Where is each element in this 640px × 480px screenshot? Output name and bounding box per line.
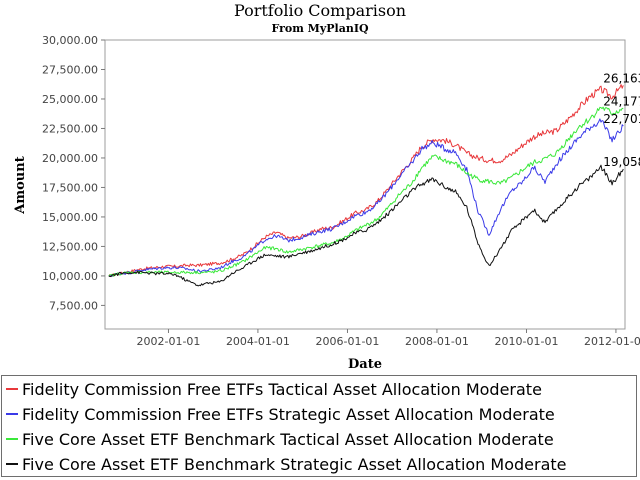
series-end-label-1: 26,163 [603,71,640,85]
y-tick-label: 25,000.00 [42,93,98,106]
y-tick-label: 27,500.00 [42,63,98,76]
y-tick-label: 30,000.00 [42,34,98,47]
y-tick-label: 7,500.00 [49,299,98,312]
series-end-label-4: 19,058 [603,155,640,169]
y-tick-label: 15,000.00 [42,211,98,224]
legend-item-five-core-strategic: Five Core Asset ETF Benchmark Strategic … [6,452,567,476]
legend-swatch-fidelity-strategic [6,413,18,415]
x-axis-label: Date [348,357,382,372]
legend-item-five-core-tactical: Five Core Asset ETF Benchmark Tactical A… [6,427,554,451]
legend-swatch-five-core-tactical [6,438,18,440]
legend-label-fidelity-strategic: Fidelity Commission Free ETFs Strategic … [22,404,555,424]
x-tick-label: 2010-01-01 [495,335,559,348]
y-tick-label: 12,500.00 [42,240,98,253]
y-tick-label: 17,500.00 [42,181,98,194]
legend-label-five-core-strategic: Five Core Asset ETF Benchmark Strategic … [22,454,567,474]
x-tick-label: 2002-01-01 [136,335,200,348]
series-layer [108,84,624,287]
series-line-4 [108,164,624,287]
y-axis: 7,500.00 10,000.00 12,500.00 15,000.00 17,50… [42,34,105,312]
end-labels: 26,163 22,701 24,177 19,058 [603,71,640,169]
y-tick-label: 20,000.00 [42,152,98,165]
series-end-label-3: 24,177 [603,95,640,109]
chart-subtitle: From MyPlanIQ [271,22,369,35]
x-tick-label: 2006-01-01 [316,335,380,348]
legend-item-fidelity-tactical: Fidelity Commission Free ETFs Tactical A… [6,377,542,401]
y-axis-label: Amount [13,156,28,214]
x-tick-label: 2008-01-01 [405,335,469,348]
legend-label-five-core-tactical: Five Core Asset ETF Benchmark Tactical A… [22,429,554,449]
y-tick-label: 10,000.00 [42,270,98,283]
series-line-3 [108,106,624,277]
chart-svg: Portfolio Comparison From MyPlanIQ 7,500… [13,1,640,372]
chart-title: Portfolio Comparison [234,1,406,20]
legend-label-fidelity-tactical: Fidelity Commission Free ETFs Tactical A… [22,379,542,399]
x-axis: 2002-01-01 2004-01-01 2006-01-01 2008-01-01… [136,329,640,348]
series-end-label-2: 22,701 [603,112,640,126]
series-line-2 [108,118,624,277]
legend-swatch-fidelity-tactical [6,388,18,390]
legend-swatch-five-core-strategic [6,463,18,465]
y-tick-label: 22,500.00 [42,122,98,135]
legend: Fidelity Commission Free ETFs Tactical A… [1,375,637,477]
series-line-1 [108,84,624,278]
x-tick-label: 2004-01-01 [226,335,290,348]
x-tick-label: 2012-01-01 [584,335,640,348]
legend-item-fidelity-strategic: Fidelity Commission Free ETFs Strategic … [6,402,555,426]
plot-area [104,39,626,330]
